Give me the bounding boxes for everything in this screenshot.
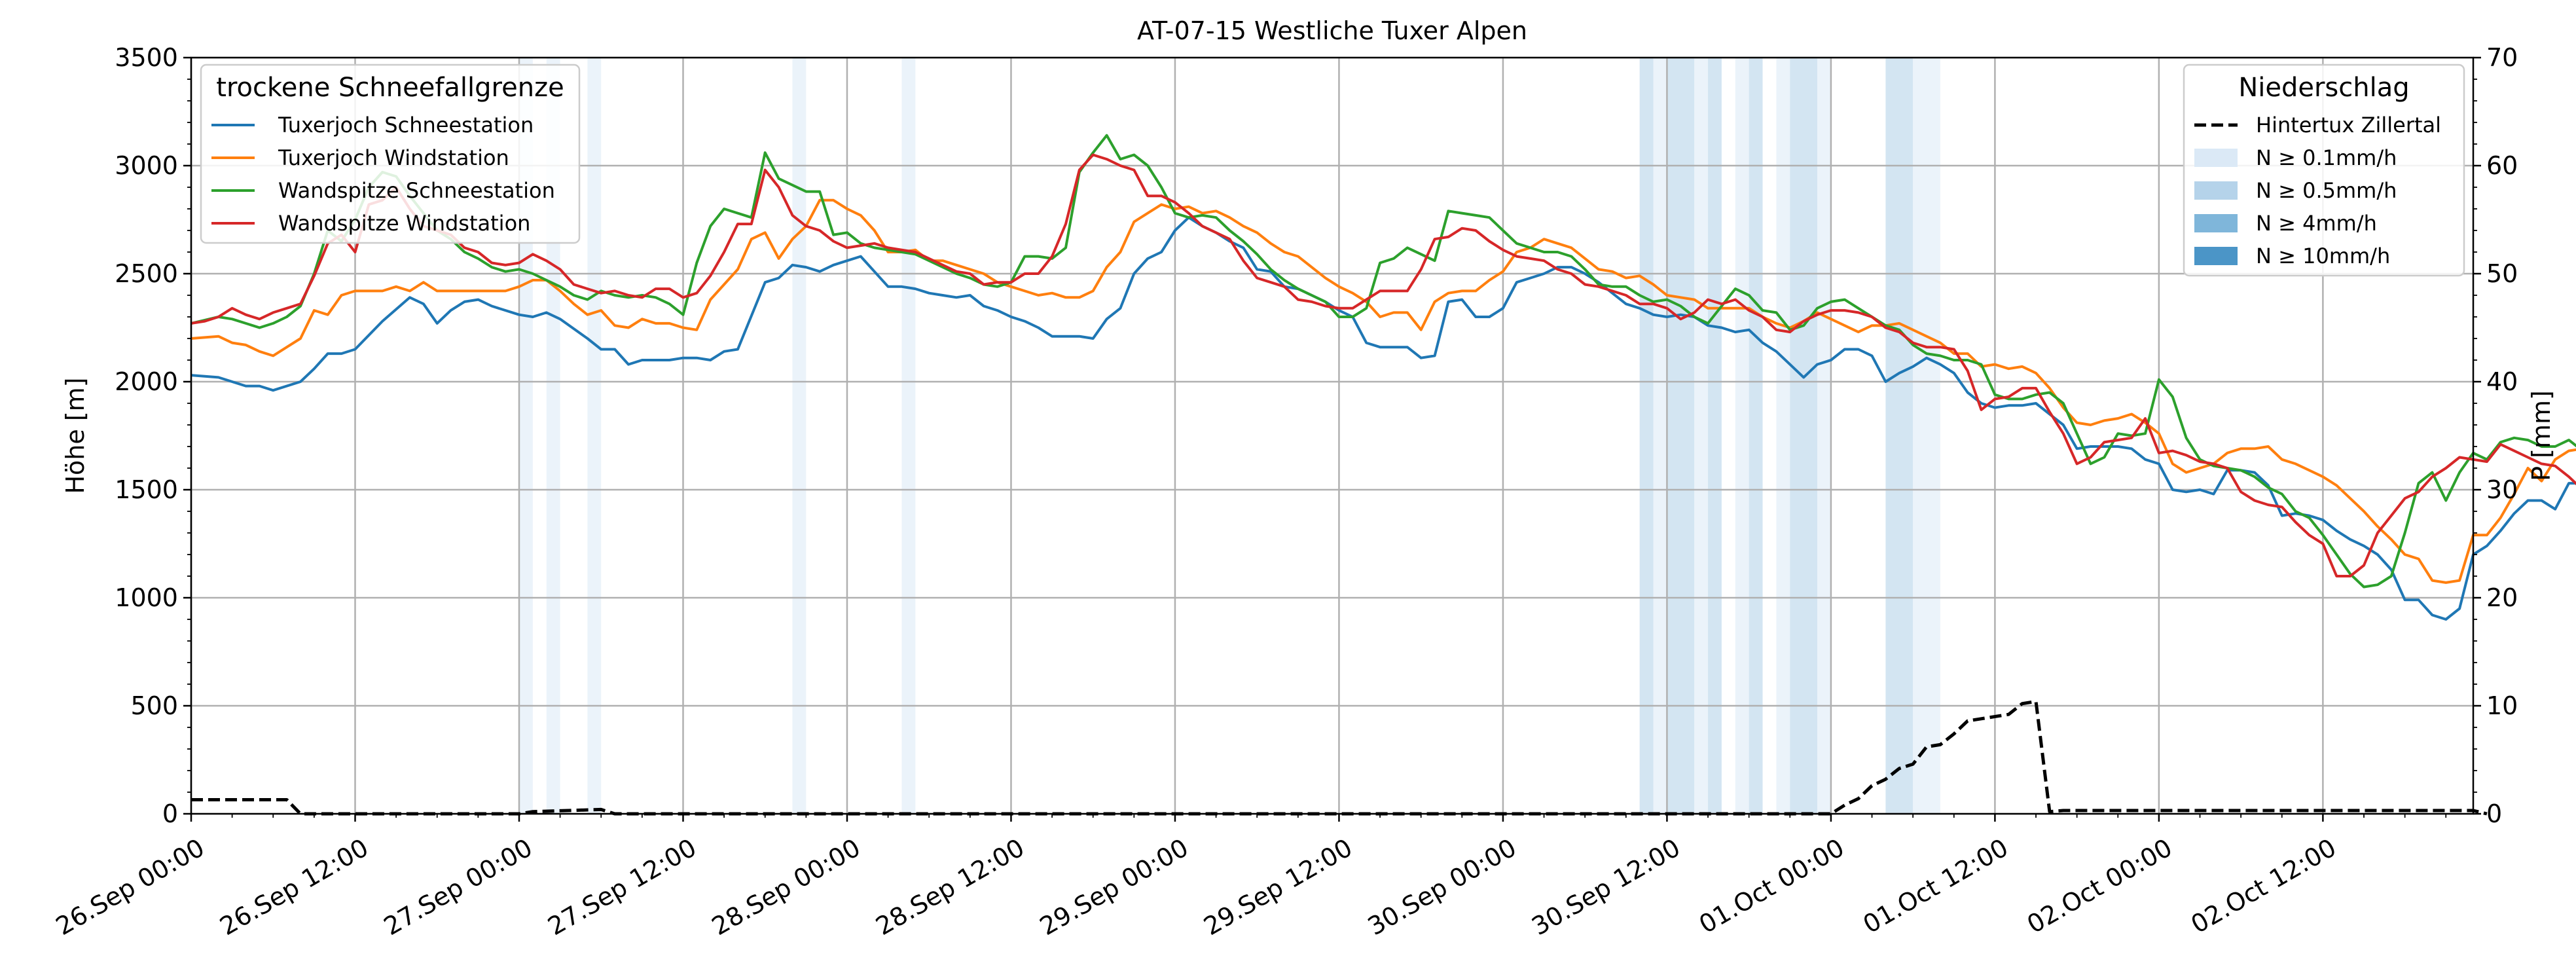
legend-left-label: Tuxerjoch Windstation xyxy=(278,145,509,170)
y2-tick-label: 10 xyxy=(2486,691,2518,720)
precip-band xyxy=(587,58,602,814)
legend-right-patch xyxy=(2194,181,2238,200)
y2-axis-label: P [mm] xyxy=(2527,390,2556,481)
precipitation-bands xyxy=(518,58,1940,814)
y2-tick-label: 40 xyxy=(2486,367,2518,396)
y-tick-label: 2000 xyxy=(115,367,178,396)
precip-band xyxy=(901,58,916,814)
y-tick-label: 500 xyxy=(130,691,178,720)
plot-frame xyxy=(190,56,2475,815)
legend-right-patch-label: N ≥ 10mm/h xyxy=(2256,244,2390,268)
legend-left-box xyxy=(200,64,581,244)
series-line-1 xyxy=(190,216,2576,621)
precip-band xyxy=(1790,58,1818,814)
precip-band xyxy=(1708,58,1722,814)
series-lines xyxy=(190,134,2576,816)
legend-left-label: Tuxerjoch Schneestation xyxy=(278,113,534,137)
y-axis-label: Höhe [m] xyxy=(61,377,90,494)
y2-tick-label: 0 xyxy=(2486,799,2502,828)
series-line-4 xyxy=(190,153,2576,577)
precip-band xyxy=(546,58,560,814)
legend-right-patch-label: N ≥ 0.5mm/h xyxy=(2256,178,2397,203)
legend-left-label: Wandspitze Schneestation xyxy=(278,178,555,203)
legend-right-patch xyxy=(2194,149,2238,167)
precip-band xyxy=(1885,58,1914,814)
y-tick-label: 2500 xyxy=(115,259,178,288)
legend-left-label: Wandspitze Windstation xyxy=(278,211,530,236)
legend-right-patch-label: N ≥ 4mm/h xyxy=(2256,211,2377,236)
y-tick-label: 0 xyxy=(162,799,178,828)
series-line-5 xyxy=(191,699,2488,816)
precip-band xyxy=(1667,58,1695,814)
series-line-3 xyxy=(190,134,2576,589)
precip-band xyxy=(1639,58,1654,814)
y2-tick-label: 50 xyxy=(2486,259,2518,288)
y-tick-label: 3500 xyxy=(115,43,178,72)
y2-tick-label: 60 xyxy=(2486,151,2518,180)
legend-schneefallgrenze: trockene Schneefallgrenze Tuxerjoch Schne… xyxy=(200,64,581,244)
legend-right-patch-label: N ≥ 0.1mm/h xyxy=(2256,145,2397,170)
legend-niederschlag: Niederschlag Hintertux Zillertal N ≥ 0.1mm… xyxy=(2183,64,2465,277)
precip-band xyxy=(518,58,533,814)
y2-tick-label: 30 xyxy=(2486,475,2518,504)
precip-band xyxy=(1653,58,1667,814)
precip-band xyxy=(1694,58,1709,814)
precip-band xyxy=(1735,58,1749,814)
precip-band xyxy=(1817,58,1831,814)
y-tick-label: 3000 xyxy=(115,151,178,180)
legend-left-title: trockene Schneefallgrenze xyxy=(216,73,564,103)
y2-tick-label: 20 xyxy=(2486,583,2518,612)
series-line-2 xyxy=(190,198,2576,584)
legend-right-box xyxy=(2183,64,2465,277)
legend-right-patch xyxy=(2194,214,2238,232)
precip-band xyxy=(1749,58,1763,814)
chart-title: AT-07-15 Westliche Tuxer Alpen xyxy=(1137,16,1527,45)
precip-band xyxy=(1913,58,1940,814)
y-tick-label: 1500 xyxy=(115,475,178,504)
y-tick-label: 1000 xyxy=(115,583,178,612)
y2-tick-label: 70 xyxy=(2486,43,2518,72)
legend-right-patch xyxy=(2194,247,2238,265)
precip-band xyxy=(1776,58,1790,814)
precip-band xyxy=(792,58,807,814)
legend-right-line-label: Hintertux Zillertal xyxy=(2256,113,2441,137)
legend-right-title: Niederschlag xyxy=(2238,73,2409,103)
